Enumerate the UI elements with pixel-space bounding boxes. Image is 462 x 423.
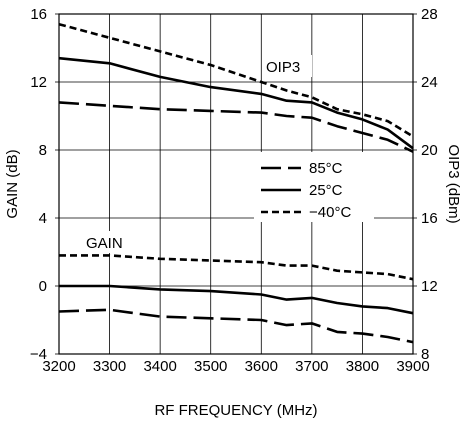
plot-frame	[58, 13, 414, 355]
x-tick-label: 3300	[93, 358, 126, 375]
gain-series-line	[59, 254, 414, 281]
x-tick-label: 3500	[194, 358, 227, 375]
x-tick-label: 3400	[143, 358, 176, 375]
y-tick-label: 4	[39, 210, 47, 227]
tick-labels: 3200 3300 3400 3500 3600 3700 3800 3900 16 12 8 4 0 −…	[30, 6, 438, 375]
y-tick-label: 8	[39, 142, 47, 159]
y2-tick-label: 28	[421, 6, 438, 23]
y2-tick-label: 16	[421, 210, 438, 227]
oip3-series-line	[58, 56, 414, 150]
y-tick-label: 0	[39, 278, 47, 295]
gain-series-line	[58, 308, 414, 344]
y2-tick-label: 24	[421, 74, 438, 91]
oip3-series-line	[58, 22, 414, 138]
y-tick-label: −4	[30, 346, 47, 363]
x-axis-label: RF FREQUENCY (MHz)	[154, 402, 317, 419]
y2-tick-label: 12	[421, 278, 438, 295]
series-lines	[58, 22, 414, 344]
y-tick-label: 16	[30, 6, 47, 23]
y2-tick-label: 8	[421, 346, 429, 363]
gain-annotation: GAIN	[86, 235, 123, 252]
x-tick-label: 3200	[42, 358, 75, 375]
legend-label: −40°C	[309, 204, 351, 221]
x-tick-label: 3800	[346, 358, 379, 375]
legend: 85°C 25°C −40°C	[261, 160, 351, 221]
y2-axis-label: OIP3 (dBm)	[445, 144, 462, 223]
x-tick-label: 3600	[245, 358, 278, 375]
x-tick-label: 3700	[295, 358, 328, 375]
legend-background	[254, 152, 374, 222]
legend-label: 85°C	[309, 160, 343, 177]
gain-label-background	[82, 231, 134, 253]
oip3-annotation: OIP3	[266, 59, 300, 76]
y2-tick-label: 20	[421, 142, 438, 159]
oip3-series-line	[58, 101, 414, 153]
legend-label: 25°C	[309, 182, 343, 199]
y-tick-label: 12	[30, 74, 47, 91]
x-tick-label: 3900	[396, 358, 429, 375]
gain-series-line	[59, 284, 414, 315]
oip3-label-background	[262, 55, 312, 77]
y-axis-label: GAIN (dB)	[4, 149, 21, 218]
